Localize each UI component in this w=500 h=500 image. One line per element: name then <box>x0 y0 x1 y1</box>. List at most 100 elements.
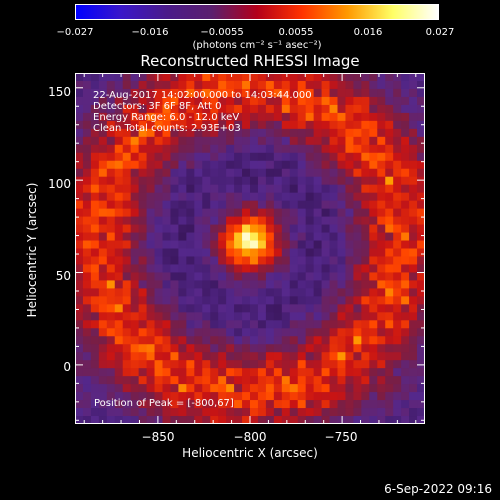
y-axis-label: Heliocentric Y (arcsec) <box>25 182 39 318</box>
heatmap-cell <box>417 296 425 305</box>
heatmap-cell <box>329 408 339 417</box>
heatmap-cell <box>154 312 164 321</box>
heatmap-cell <box>130 400 140 409</box>
heatmap-cell <box>202 392 211 401</box>
heatmap-cell <box>242 192 251 202</box>
heatmap-cell <box>265 136 275 146</box>
heatmap-cell <box>273 184 283 194</box>
heatmap-cell <box>361 352 370 361</box>
heatmap-cell <box>138 304 148 313</box>
heatmap-cell <box>257 176 267 186</box>
heatmap-cell <box>130 208 140 218</box>
heatmap-cell <box>186 352 195 361</box>
heatmap-cell <box>329 416 339 424</box>
heatmap-cell <box>353 208 362 218</box>
heatmap-cell <box>361 80 370 90</box>
heatmap-cell <box>257 296 267 305</box>
heatmap-cell <box>409 176 418 186</box>
heatmap-cell <box>417 280 425 289</box>
heatmap-cell <box>178 312 187 321</box>
colorbar-tick-label-3: 0.0055 <box>278 27 314 38</box>
heatmap-cell <box>321 248 331 258</box>
heatmap-cell <box>234 208 243 218</box>
heatmap-cell <box>289 73 299 82</box>
heatmap-cell <box>289 416 299 424</box>
heatmap-cell <box>345 88 354 98</box>
heatmap-cell <box>337 144 347 154</box>
heatmap-cell <box>321 216 331 226</box>
heatmap-cell <box>194 216 203 226</box>
heatmap-cell <box>409 288 418 297</box>
heatmap-cell <box>82 120 92 130</box>
heatmap-cell <box>337 312 347 321</box>
heatmap-cell <box>417 144 425 154</box>
heatmap-cell <box>329 216 339 226</box>
heatmap-cell <box>281 128 291 138</box>
heatmap-cell <box>90 296 100 305</box>
heatmap-cell <box>154 88 164 98</box>
heatmap-cell <box>242 376 251 385</box>
heatmap-cell <box>369 240 378 250</box>
heatmap-cell <box>321 280 331 289</box>
heatmap-cell <box>138 320 148 329</box>
heatmap-cell <box>218 200 227 210</box>
heatmap-cell <box>154 304 164 313</box>
heatmap-cell <box>75 144 84 154</box>
heatmap-cell <box>361 408 370 417</box>
heatmap-cell <box>345 360 354 369</box>
heatmap-cell <box>297 328 307 337</box>
heatmap-cell <box>377 360 386 369</box>
heatmap-cell <box>138 144 148 154</box>
heatmap-cell <box>361 112 370 122</box>
heatmap-cell <box>154 336 164 345</box>
heatmap-cell <box>409 344 418 353</box>
heatmap-cell <box>273 248 283 258</box>
heatmap-cell <box>393 88 402 98</box>
heatmap-cell <box>337 88 347 98</box>
heatmap-cell <box>210 376 219 385</box>
heatmap-cell <box>369 312 378 321</box>
heatmap-cell <box>385 88 394 98</box>
heatmap-cell <box>417 128 425 138</box>
heatmap-cell <box>265 192 275 202</box>
heatmap-cell <box>385 80 394 90</box>
heatmap-cell <box>329 168 339 178</box>
heatmap-cell <box>329 88 339 98</box>
heatmap-cell <box>234 232 243 242</box>
heatmap-cell <box>242 304 251 313</box>
heatmap-cell <box>178 288 187 297</box>
heatmap-cell <box>242 104 251 114</box>
heatmap-cell <box>337 136 347 146</box>
heatmap-cell <box>98 88 108 98</box>
heatmap-cell <box>409 272 418 282</box>
heatmap-cell <box>146 384 156 393</box>
heatmap-cell <box>305 336 315 345</box>
heatmap-cell <box>281 200 291 210</box>
heatmap-cell <box>250 200 259 210</box>
heatmap-cell <box>106 152 116 162</box>
heatmap-cell <box>273 320 283 329</box>
heatmap-cell <box>170 104 179 114</box>
heatmap-cell <box>329 73 339 82</box>
heatmap-cell <box>90 248 100 258</box>
heatmap-cell <box>186 224 195 234</box>
heatmap-cell <box>265 216 275 226</box>
heatmap-cell <box>234 416 243 424</box>
heatmap-cell <box>106 96 116 106</box>
heatmap-cell <box>361 336 370 345</box>
heatmap-cell <box>242 280 251 289</box>
heatmap-cell <box>409 184 418 194</box>
heatmap-cell <box>82 88 92 98</box>
heatmap-cell <box>281 368 291 377</box>
heatmap-cell <box>122 80 132 90</box>
heatmap-cell <box>385 104 394 114</box>
heatmap-cell <box>297 296 307 305</box>
heatmap-cell <box>154 73 164 82</box>
heatmap-cell <box>361 384 370 393</box>
heatmap-cell <box>289 376 299 385</box>
heatmap-cell <box>305 112 315 122</box>
heatmap-cell <box>385 96 394 106</box>
heatmap-cell <box>202 200 211 210</box>
heatmap-cell <box>393 256 402 266</box>
heatmap-cell <box>369 400 378 409</box>
